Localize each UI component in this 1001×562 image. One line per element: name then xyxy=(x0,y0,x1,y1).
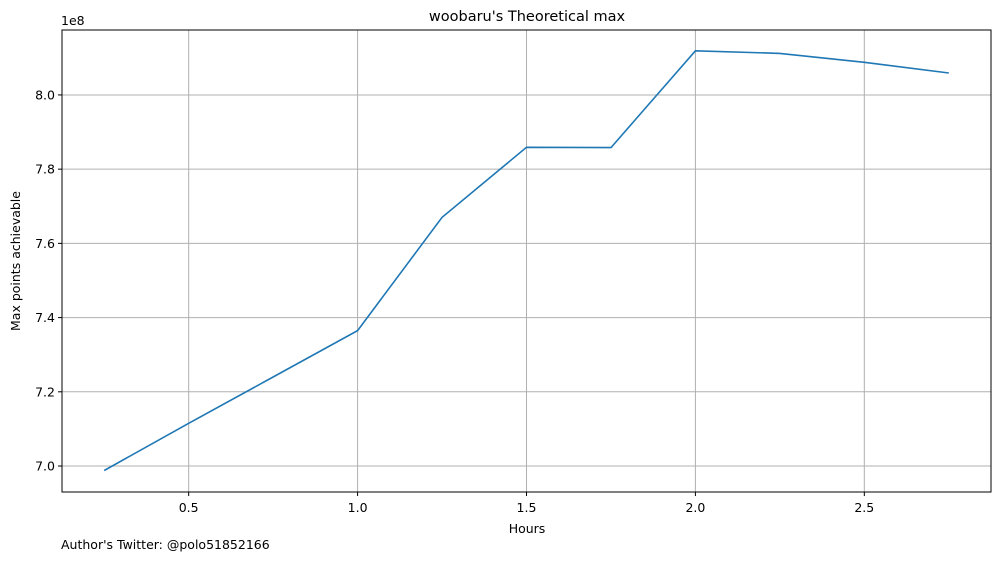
ticks: 0.5 1.0 1.5 2.0 2.5 7.0 7.2 7.4 7.6 7.8 8.0 xyxy=(35,87,874,515)
x-tick-label: 2.5 xyxy=(854,500,874,515)
x-tick-label: 1.0 xyxy=(348,500,368,515)
y-tick-label: 7.4 xyxy=(35,310,55,325)
chart-title: woobaru's Theoretical max xyxy=(429,9,626,25)
y-offset-label: 1e8 xyxy=(61,13,85,28)
series-line xyxy=(103,49,949,472)
grid xyxy=(62,30,991,492)
y-tick-label: 7.8 xyxy=(35,162,55,177)
y-tick-label: 8.0 xyxy=(35,87,55,102)
x-tick-label: 2.0 xyxy=(685,500,705,515)
y-tick-label: 7.0 xyxy=(35,459,55,474)
y-tick-label: 7.6 xyxy=(35,236,55,251)
x-axis-label: Hours xyxy=(509,521,546,536)
x-tick-label: 0.5 xyxy=(179,500,199,515)
author-footer: Author's Twitter: @polo51852166 xyxy=(61,537,270,552)
y-tick-label: 7.2 xyxy=(35,384,55,399)
y-axis-label: Max points achievable xyxy=(8,191,23,331)
x-tick-label: 1.5 xyxy=(517,500,537,515)
